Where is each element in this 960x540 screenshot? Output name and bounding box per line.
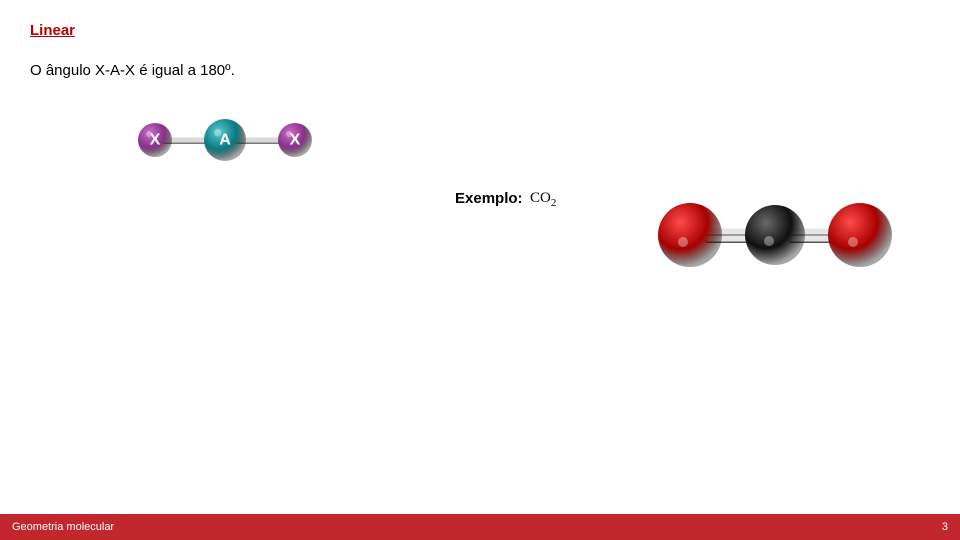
slide: Linear O ângulo X-A-X é igual a 180º. X A… <box>0 0 960 540</box>
slide-footer: Geometria molecular 3 <box>0 514 960 540</box>
example-formula: CO2 <box>530 190 556 209</box>
page-number: 3 <box>942 521 948 533</box>
footer-title: Geometria molecular <box>12 521 114 533</box>
section-description: O ângulo X-A-X é igual a 180º. <box>30 62 235 79</box>
formula-base: CO <box>530 190 551 206</box>
co2-molecule-diagram <box>650 190 900 280</box>
formula-subscript: 2 <box>551 197 557 209</box>
svg-text:X: X <box>290 132 301 149</box>
svg-text:X: X <box>150 132 161 149</box>
xax-svg: XAX <box>130 110 320 170</box>
section-title: Linear <box>30 22 75 39</box>
co2-svg <box>650 190 900 280</box>
xax-linear-diagram: XAX <box>130 110 320 170</box>
example-label: Exemplo: <box>455 190 523 207</box>
svg-text:A: A <box>219 132 231 149</box>
